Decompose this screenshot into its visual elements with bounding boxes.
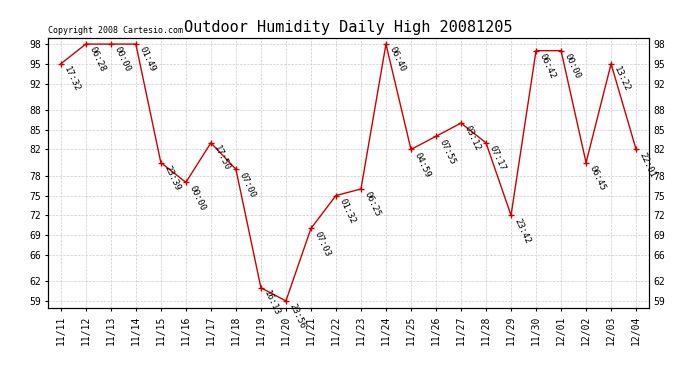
Text: 03:12: 03:12 — [462, 124, 482, 153]
Text: 04:59: 04:59 — [413, 151, 432, 179]
Text: 17:50: 17:50 — [213, 144, 232, 172]
Text: Copyright 2008 Cartesio.com: Copyright 2008 Cartesio.com — [48, 26, 184, 35]
Text: 00:00: 00:00 — [112, 45, 132, 74]
Text: 06:40: 06:40 — [387, 45, 407, 74]
Text: 23:42: 23:42 — [513, 217, 532, 245]
Text: 23:56: 23:56 — [287, 302, 307, 330]
Text: 06:28: 06:28 — [87, 45, 107, 74]
Text: 07:55: 07:55 — [437, 138, 457, 166]
Text: 00:00: 00:00 — [562, 52, 582, 80]
Text: 07:17: 07:17 — [487, 144, 507, 172]
Text: 01:49: 01:49 — [137, 45, 157, 74]
Text: 06:42: 06:42 — [538, 52, 557, 80]
Text: 16:13: 16:13 — [262, 289, 282, 317]
Text: 13:22: 13:22 — [613, 65, 632, 93]
Text: 22:01: 22:01 — [638, 151, 657, 179]
Text: 06:45: 06:45 — [587, 164, 607, 192]
Text: 17:32: 17:32 — [62, 65, 81, 93]
Text: 00:00: 00:00 — [187, 184, 207, 212]
Title: Outdoor Humidity Daily High 20081205: Outdoor Humidity Daily High 20081205 — [184, 20, 513, 35]
Text: 07:03: 07:03 — [313, 230, 332, 258]
Text: 07:00: 07:00 — [237, 171, 257, 199]
Text: 01:32: 01:32 — [337, 197, 357, 225]
Text: 23:39: 23:39 — [162, 164, 181, 192]
Text: 06:25: 06:25 — [362, 190, 382, 219]
